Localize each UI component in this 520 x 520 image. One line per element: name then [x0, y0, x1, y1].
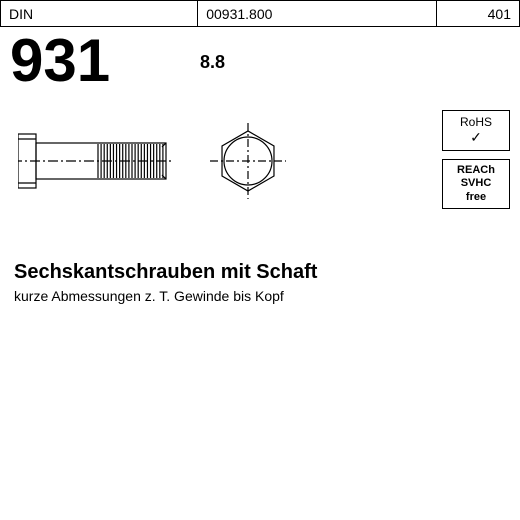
header-cell-standard: DIN	[1, 1, 198, 27]
product-title: Sechskantschrauben mit Schaft	[14, 261, 520, 284]
reach-line3: free	[445, 191, 507, 204]
rohs-label: RoHS	[445, 115, 507, 129]
header-table: DIN 00931.800 401	[0, 0, 520, 27]
rohs-badge: RoHS ✓	[442, 110, 510, 151]
standard-number: 931	[10, 31, 520, 91]
header-cell-code: 00931.800	[198, 1, 437, 27]
reach-line2: SVHC	[445, 177, 507, 190]
bolt-hex-front-icon	[208, 121, 288, 201]
reach-badge: REACh SVHC free	[442, 159, 510, 209]
product-subtitle: kurze Abmessungen z. T. Gewinde bis Kopf	[14, 288, 520, 304]
check-icon: ✓	[445, 129, 507, 146]
title-area: Sechskantschrauben mit Schaft kurze Abme…	[14, 261, 520, 304]
page: DIN 00931.800 401 931 8.8 Sechskantschra…	[0, 0, 520, 520]
reach-line1: REACh	[445, 164, 507, 177]
bolt-side-view-icon	[18, 121, 178, 201]
strength-grade: 8.8	[200, 52, 225, 73]
header-cell-page: 401	[436, 1, 519, 27]
compliance-badges: RoHS ✓ REACh SVHC free	[442, 110, 510, 217]
